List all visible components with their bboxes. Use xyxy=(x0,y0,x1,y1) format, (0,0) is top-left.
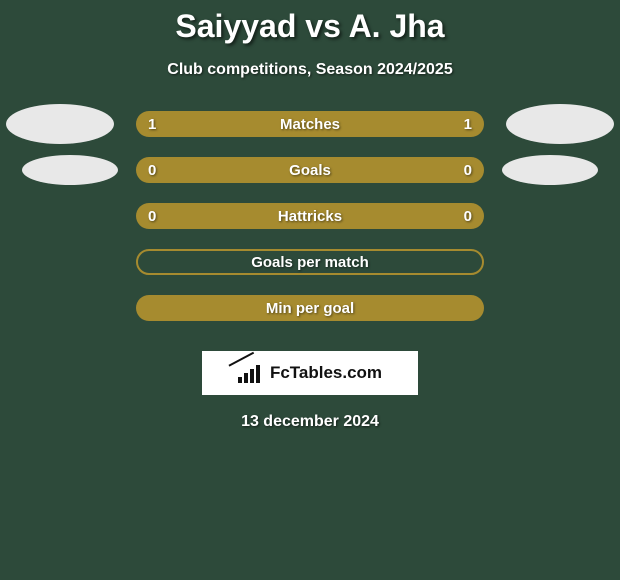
stat-bar-hattricks: 0 Hattricks 0 xyxy=(136,203,484,229)
stat-right-value: 1 xyxy=(432,116,472,133)
date-label: 13 december 2024 xyxy=(0,413,620,431)
stat-left-value: 0 xyxy=(148,162,188,179)
site-logo[interactable]: FcTables.com xyxy=(202,351,418,395)
player2-avatar-small xyxy=(502,155,598,185)
page-title: Saiyyad vs A. Jha xyxy=(0,8,620,45)
comparison-card: Saiyyad vs A. Jha Club competitions, Sea… xyxy=(0,0,620,431)
player1-avatar xyxy=(6,104,114,144)
stat-bar-matches: 1 Matches 1 xyxy=(136,111,484,137)
logo-label: FcTables.com xyxy=(270,363,382,383)
stat-row-matches: 1 Matches 1 xyxy=(0,111,620,157)
stat-left-value: 0 xyxy=(148,208,188,225)
stat-label: Goals per match xyxy=(190,254,430,271)
player2-name: A. Jha xyxy=(349,8,445,44)
stat-label: Hattricks xyxy=(188,208,432,225)
stat-bar-gpm: Goals per match xyxy=(136,249,484,275)
stat-row-gpm: Goals per match xyxy=(0,249,620,295)
chart-icon xyxy=(238,363,266,383)
stat-left-value: 1 xyxy=(148,116,188,133)
vs-separator: vs xyxy=(296,8,348,44)
stat-bar-goals: 0 Goals 0 xyxy=(136,157,484,183)
stat-label: Matches xyxy=(188,116,432,133)
stat-row-mpg: Min per goal xyxy=(0,295,620,341)
player1-name: Saiyyad xyxy=(175,8,296,44)
subtitle: Club competitions, Season 2024/2025 xyxy=(0,61,620,79)
stat-row-goals: 0 Goals 0 xyxy=(0,157,620,203)
player2-avatar xyxy=(506,104,614,144)
stat-row-hattricks: 0 Hattricks 0 xyxy=(0,203,620,249)
stat-right-value: 0 xyxy=(432,208,472,225)
logo-text: FcTables.com xyxy=(238,363,382,383)
stat-right-value: 0 xyxy=(432,162,472,179)
stat-label: Min per goal xyxy=(188,300,432,317)
stat-label: Goals xyxy=(188,162,432,179)
stat-bar-mpg: Min per goal xyxy=(136,295,484,321)
player1-avatar-small xyxy=(22,155,118,185)
